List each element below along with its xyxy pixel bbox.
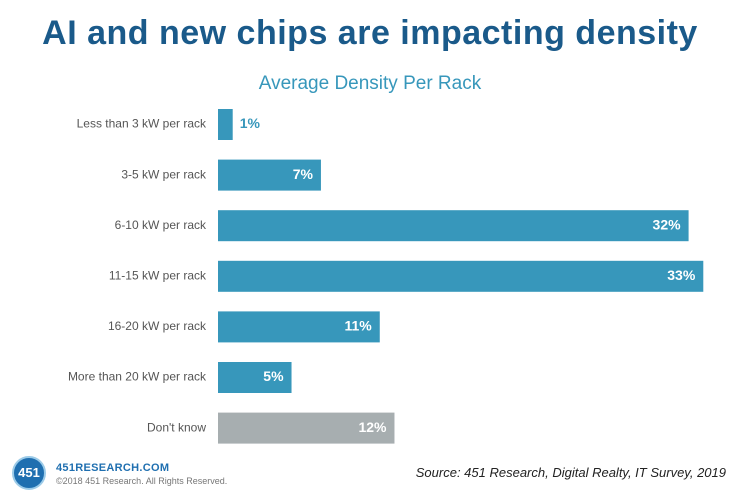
category-label: 6-10 kW per rack [115, 218, 207, 232]
category-label: More than 20 kW per rack [68, 370, 207, 384]
bar [218, 109, 233, 140]
chart-title: Average Density Per Rack [258, 73, 482, 94]
value-label: 12% [358, 419, 387, 435]
bar [218, 412, 395, 444]
bar [218, 159, 321, 191]
category-label: 3-5 kW per rack [121, 167, 207, 181]
category-label: Don't know [147, 420, 206, 434]
bar-chart: Less than 3 kW per rack 1% 3-5 kW per rack… [68, 109, 704, 444]
brand-link[interactable]: 451RESEARCH.COM [56, 462, 170, 474]
bar [218, 260, 704, 292]
bar [218, 311, 380, 343]
bar [218, 362, 292, 393]
category-label: Less than 3 kW per rack [77, 117, 207, 131]
headline: AI and new chips are impacting density [42, 14, 698, 52]
451-logo: 451 [12, 456, 46, 490]
value-label: 7% [293, 166, 314, 182]
value-label: 32% [653, 216, 682, 232]
source-note: Source: 451 Research, Digital Realty, IT… [415, 465, 726, 480]
category-label: 16-20 kW per rack [108, 319, 207, 333]
value-label: 11% [345, 318, 373, 334]
bar [218, 210, 689, 242]
copyright-text: ©2018 451 Research. All Rights Reserved. [56, 476, 228, 486]
value-label: 5% [263, 368, 284, 384]
value-label: 1% [240, 115, 261, 131]
category-label: 11-15 kW per rack [109, 268, 207, 282]
value-label: 33% [667, 267, 696, 283]
